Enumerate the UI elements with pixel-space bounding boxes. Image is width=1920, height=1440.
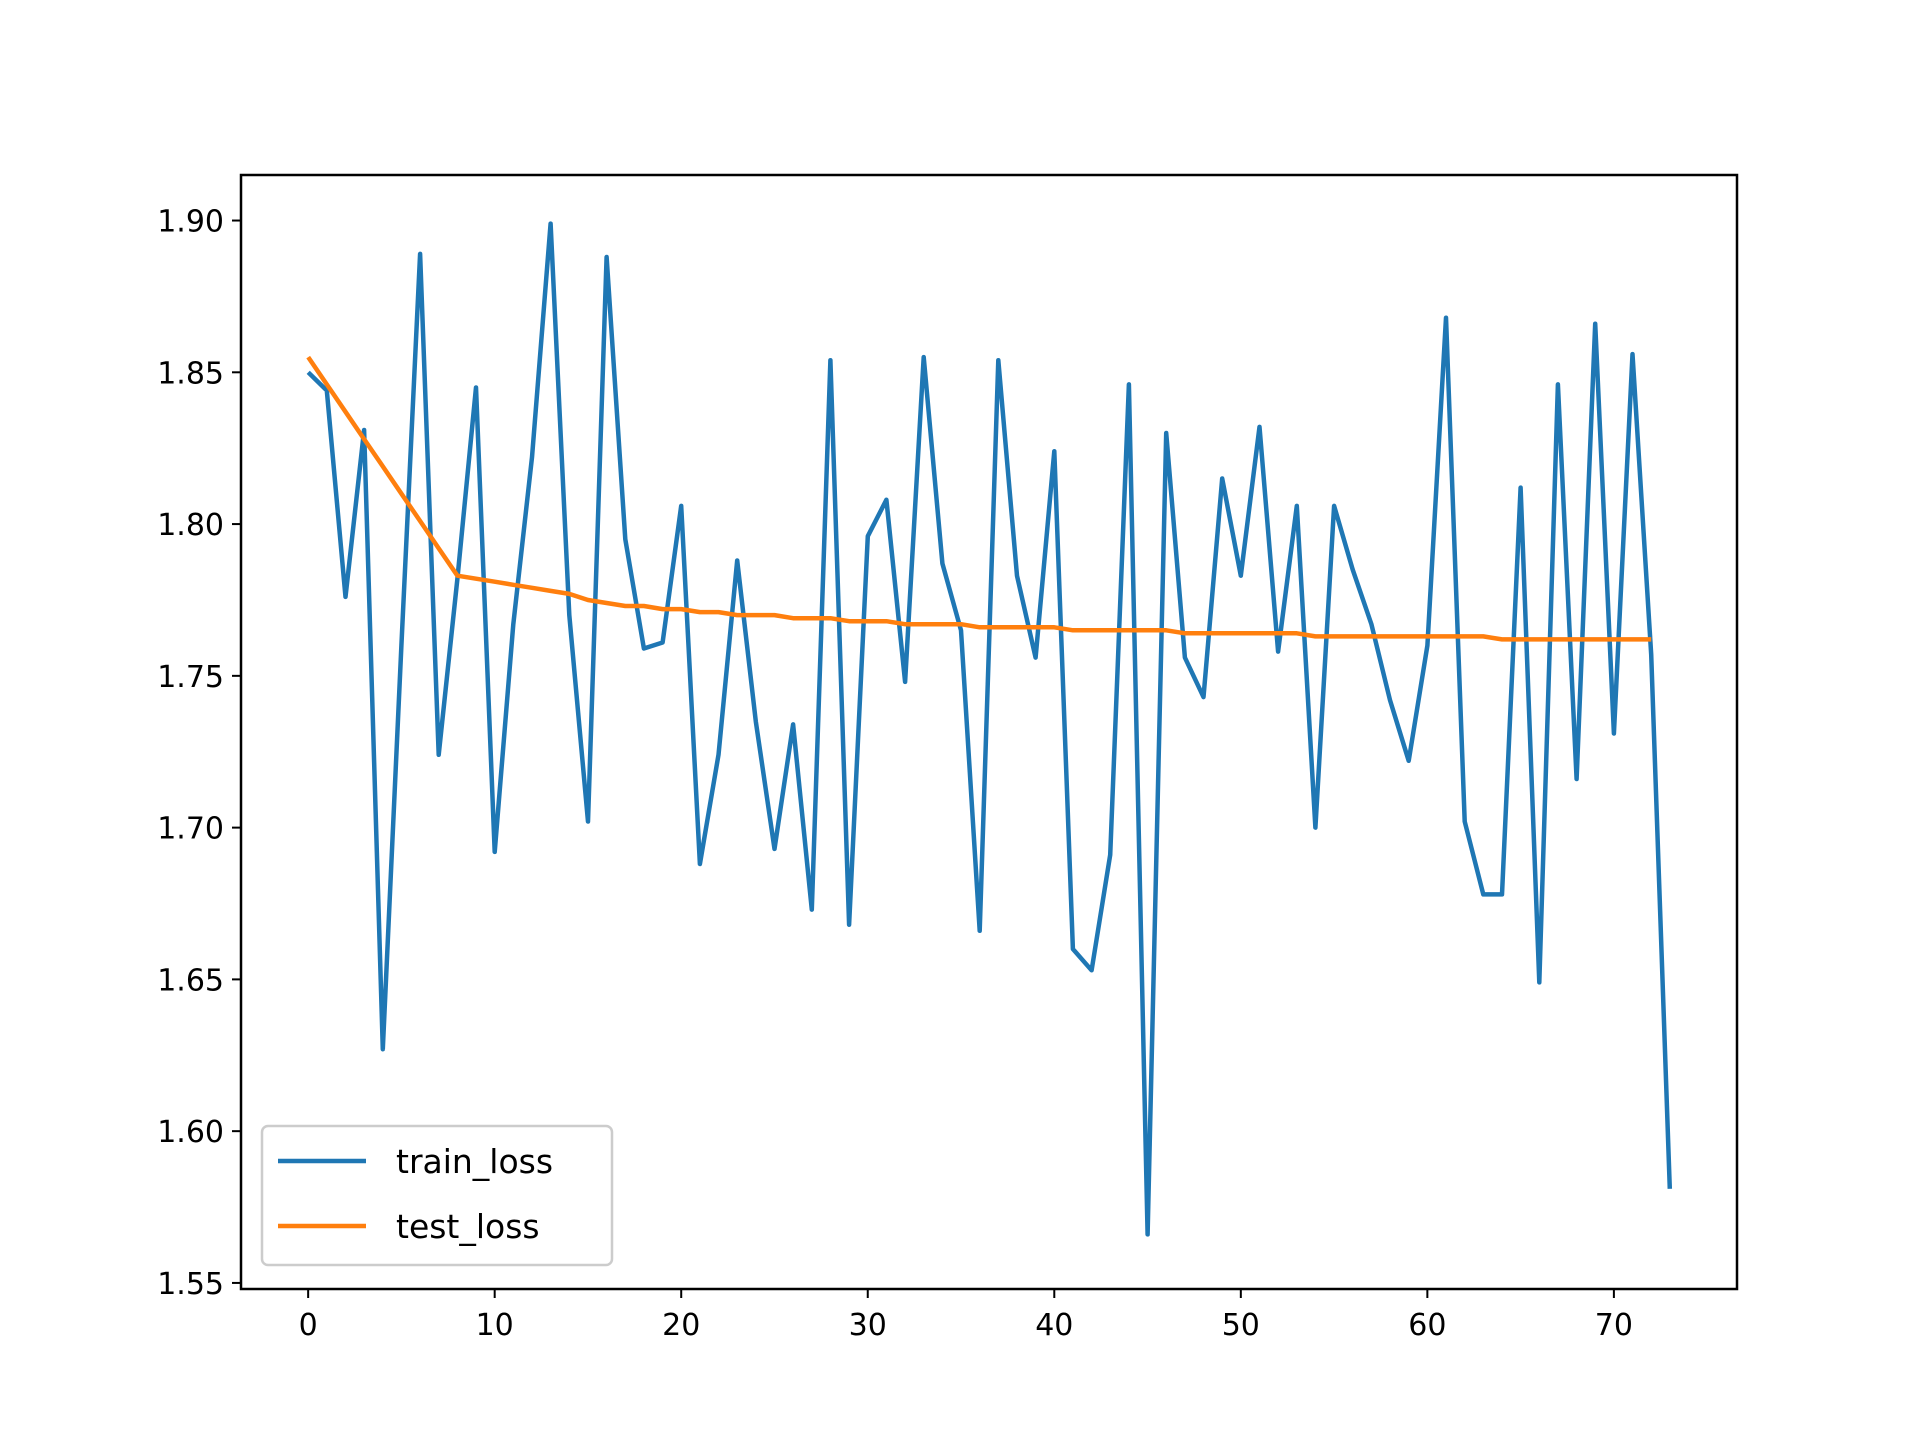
- plot-area: [306, 221, 1673, 1237]
- y-tick-label: 1.65: [157, 963, 224, 998]
- x-tick-label: 0: [299, 1308, 318, 1343]
- legend: train_loss test_loss: [260, 1124, 614, 1267]
- x-tick-label: 50: [1222, 1308, 1260, 1343]
- y-tick-label: 1.80: [157, 508, 224, 543]
- x-tick-label: 20: [662, 1308, 700, 1343]
- axes-frame: [239, 173, 1739, 1291]
- series-line-train-loss: [306, 221, 1673, 1237]
- x-tick-label: 60: [1408, 1308, 1446, 1343]
- x-tick-label: 30: [849, 1308, 887, 1343]
- y-tick-label: 1.75: [157, 660, 224, 695]
- series-line-test-loss: [306, 355, 1652, 642]
- y-tick-label: 1.60: [157, 1115, 224, 1150]
- axes: 0 10 20 30 40 50 60 70 1.55 1.60 1.65 1.70 1.75 1.80 1…: [157, 173, 1739, 1343]
- y-tick-label: 1.70: [157, 812, 224, 847]
- x-tick-label: 70: [1595, 1308, 1633, 1343]
- legend-label-test-loss: test_loss: [396, 1207, 540, 1246]
- y-tick-label: 1.90: [157, 205, 224, 240]
- y-tick-label: 1.85: [157, 356, 224, 391]
- x-tick-label: 40: [1035, 1308, 1073, 1343]
- x-tick-label: 10: [476, 1308, 514, 1343]
- y-tick-label: 1.55: [157, 1267, 224, 1302]
- legend-label-train-loss: train_loss: [396, 1142, 553, 1181]
